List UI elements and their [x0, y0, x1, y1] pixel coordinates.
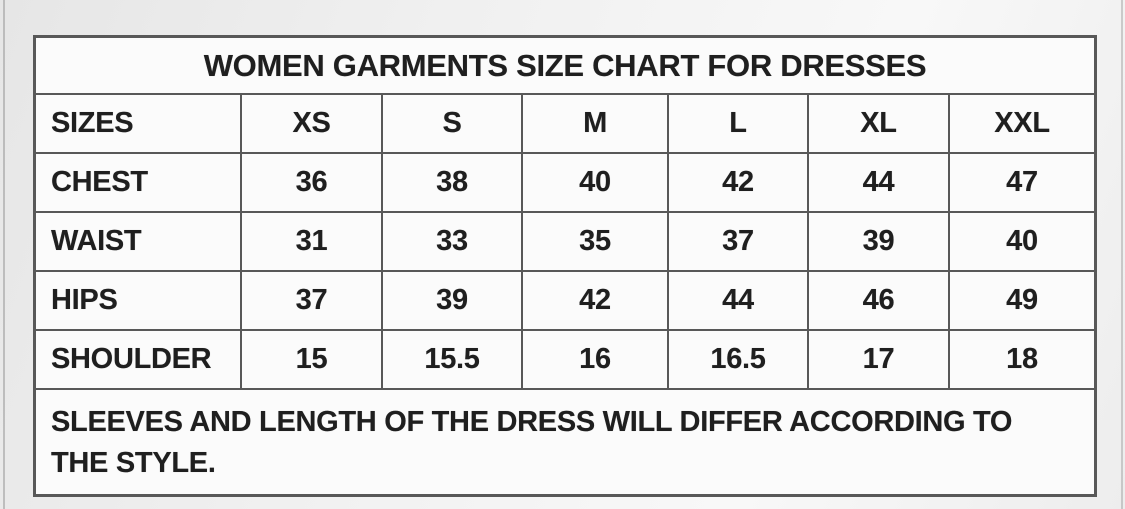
header-cell-s: S	[383, 95, 523, 152]
row-label-waist: WAIST	[36, 213, 242, 270]
cell-shoulder-xl: 17	[809, 331, 950, 388]
cell-shoulder-xxl: 18	[1006, 343, 1038, 375]
table-row-shoulder: SHOULDER 15 15.5 16 16.5 17 18	[36, 331, 1094, 390]
header-cell-sizes: SIZES	[36, 95, 242, 152]
cell-hips-s: 39	[383, 272, 523, 329]
header-cell-xxl: XXL	[994, 107, 1050, 139]
header-cell-m: M	[523, 95, 669, 152]
cell-shoulder-l: 16.5	[669, 331, 809, 388]
cell-waist-xs: 31	[242, 213, 383, 270]
row-label-chest: CHEST	[36, 154, 242, 211]
cell-shoulder-xs: 15	[242, 331, 383, 388]
cell-chest-s: 38	[383, 154, 523, 211]
cell-waist-l: 37	[669, 213, 809, 270]
table-row-hips: HIPS 37 39 42 44 46 49	[36, 272, 1094, 331]
cell-chest-xl: 44	[809, 154, 950, 211]
photo-left-edge	[3, 0, 5, 509]
cell-waist-xxl: 40	[1006, 225, 1038, 257]
cell-waist-xl: 39	[809, 213, 950, 270]
cell-hips-xl: 46	[809, 272, 950, 329]
row-label-hips: HIPS	[36, 272, 242, 329]
cell-hips-xs: 37	[242, 272, 383, 329]
cell-hips-m: 42	[523, 272, 669, 329]
cell-chest-xs: 36	[242, 154, 383, 211]
row-label-shoulder: SHOULDER	[36, 331, 242, 388]
cell-waist-m: 35	[523, 213, 669, 270]
cell-shoulder-s: 15.5	[383, 331, 523, 388]
header-cell-l: L	[669, 95, 809, 152]
photo-right-edge	[1121, 0, 1123, 509]
cell-chest-xxl: 47	[1006, 166, 1038, 198]
size-chart-table: WOMEN GARMENTS SIZE CHART FOR DRESSES SI…	[33, 35, 1097, 497]
cell-hips-xxl: 49	[1006, 284, 1038, 316]
cell-waist-s: 33	[383, 213, 523, 270]
cell-chest-m: 40	[523, 154, 669, 211]
cell-shoulder-m: 16	[523, 331, 669, 388]
cell-chest-l: 42	[669, 154, 809, 211]
table-footnote: SLEEVES AND LENGTH OF THE DRESS WILL DIF…	[51, 406, 1013, 479]
cell-hips-l: 44	[669, 272, 809, 329]
header-cell-xs: XS	[242, 95, 383, 152]
header-cell-xl: XL	[809, 95, 950, 152]
header-row: SIZES XS S M L XL XXL	[36, 95, 1094, 154]
table-row-waist: WAIST 31 33 35 37 39 40	[36, 213, 1094, 272]
table-row-chest: CHEST 36 38 40 42 44 47	[36, 154, 1094, 213]
table-title: WOMEN GARMENTS SIZE CHART FOR DRESSES	[36, 38, 1094, 95]
